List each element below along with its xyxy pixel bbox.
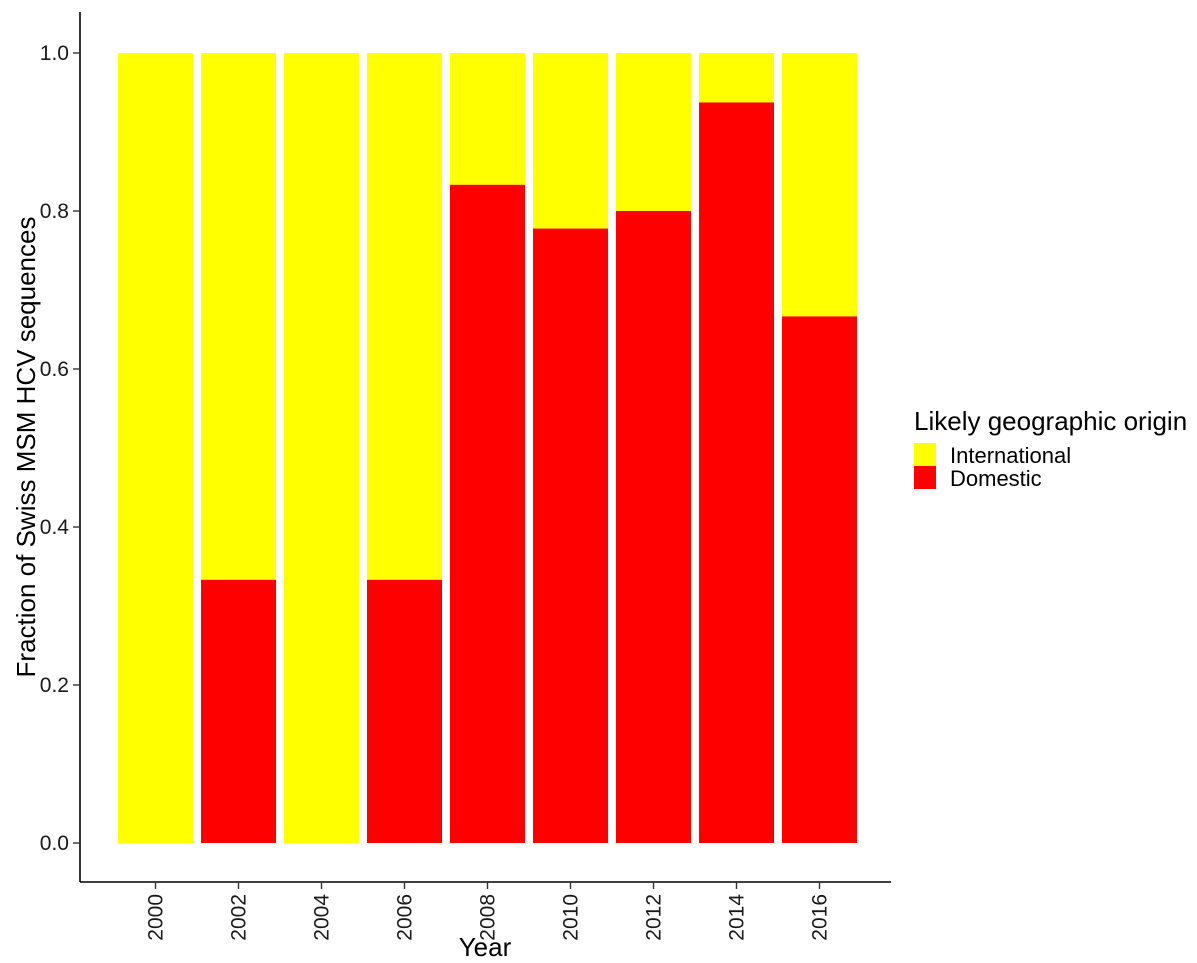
- bar-international-2016: [782, 53, 857, 317]
- bar-domestic-2002: [201, 579, 276, 843]
- bar-international-2006: [367, 53, 442, 580]
- bar-international-2000: [118, 53, 193, 843]
- bar-international-2014: [699, 53, 774, 103]
- bar-international-2004: [284, 53, 359, 843]
- bar-international-2002: [201, 53, 276, 580]
- y-tick-label: 0.0: [40, 832, 69, 855]
- y-ticks: 0.0 0.2 0.4 0.6 0.8 1.0: [40, 42, 80, 855]
- bar-international-2008: [450, 53, 525, 185]
- x-axis-title: Year: [459, 932, 512, 962]
- legend: Likely geographic origin InternationalDo…: [914, 406, 1187, 491]
- x-ticks: 2000 2002 2004 2006 2008 2010 2012 2014 2016: [145, 882, 832, 941]
- x-tick-label: 2016: [809, 894, 832, 941]
- bar-domestic-2006: [367, 579, 442, 843]
- legend-key-international: [914, 443, 936, 466]
- y-tick-label: 0.6: [40, 358, 69, 381]
- bar-domestic-2012: [616, 211, 691, 843]
- bar-domestic-2008: [450, 184, 525, 843]
- bar-domestic-2010: [533, 228, 608, 844]
- x-tick-label: 2002: [228, 894, 251, 941]
- y-tick-label: 0.2: [40, 674, 69, 697]
- legend-key-domestic: [914, 466, 936, 489]
- x-tick-label: 2006: [394, 894, 417, 941]
- y-tick-label: 0.8: [40, 200, 69, 223]
- y-tick-label: 0.4: [40, 516, 70, 539]
- y-axis-title: Fraction of Swiss MSM HCV sequences: [11, 217, 41, 678]
- bar-domestic-2016: [782, 316, 857, 843]
- bars-layer: [118, 53, 857, 844]
- legend-title: Likely geographic origin: [914, 406, 1187, 436]
- bar-international-2010: [533, 53, 608, 229]
- legend-label-international: International: [950, 443, 1071, 468]
- x-tick-label: 2012: [643, 894, 666, 941]
- bar-domestic-2014: [699, 102, 774, 843]
- x-tick-label: 2010: [560, 894, 583, 941]
- x-tick-label: 2014: [726, 894, 749, 941]
- bar-international-2012: [616, 53, 691, 211]
- x-tick-label: 2004: [311, 894, 334, 941]
- legend-label-domestic: Domestic: [950, 466, 1042, 491]
- x-tick-label: 2000: [145, 894, 168, 941]
- x-tick-label: 2008: [477, 894, 500, 941]
- y-tick-label: 1.0: [40, 42, 69, 65]
